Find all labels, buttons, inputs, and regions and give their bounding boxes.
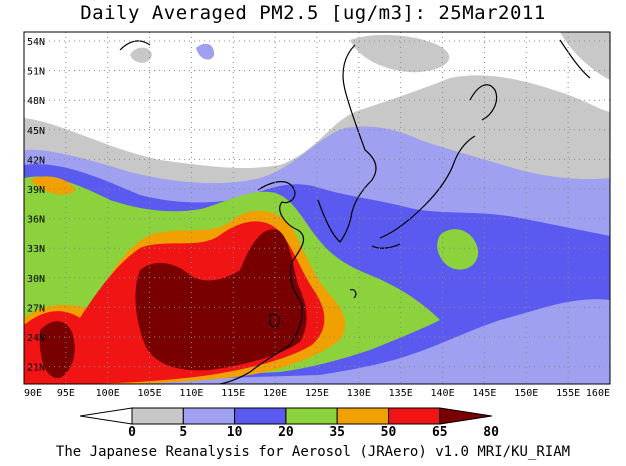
- plot-frame: [23, 31, 611, 385]
- lon-label: 95E: [57, 388, 75, 399]
- lon-label: 130E: [347, 388, 371, 399]
- gridlines: [24, 32, 610, 384]
- lat-label: 54N: [27, 37, 45, 48]
- colorbar-cell: [388, 407, 441, 425]
- lon-label: 105E: [138, 388, 162, 399]
- colorbar: 0 5 10 20 35 50 65 80: [79, 407, 499, 440]
- lat-label: 36N: [27, 215, 45, 226]
- lon-label: 100E: [96, 388, 120, 399]
- lon-label: 110E: [179, 388, 203, 399]
- colorbar-tick-label: 10: [227, 425, 243, 440]
- longitude-labels: 90E 95E 100E 105E 110E 115E 120E 125E 130E 135E 14…: [24, 388, 610, 399]
- colorbar-tick-label: 5: [179, 425, 187, 440]
- lon-label: 150E: [514, 388, 538, 399]
- colorbar-tick-label: 35: [329, 425, 345, 440]
- colorbar-cell: [234, 407, 287, 425]
- lat-label: 27N: [27, 303, 45, 314]
- colorbar-cell: [439, 407, 492, 425]
- lat-label: 33N: [27, 244, 45, 255]
- lon-label: 90E: [24, 388, 42, 399]
- pm25-field: [24, 32, 610, 384]
- colorbar-tick-label: 20: [278, 425, 294, 440]
- colorbar-cell: [79, 407, 133, 425]
- pm25-region-80-plus: [135, 229, 307, 371]
- lon-label: 140E: [431, 388, 455, 399]
- pm25-region-5-10-d: [130, 47, 152, 63]
- lat-label: 30N: [27, 274, 45, 285]
- lat-label: 48N: [27, 96, 45, 107]
- colorbar-cell: [285, 407, 338, 425]
- colorbar-tick-label: 0: [128, 425, 136, 440]
- colorbar-tick-label: 50: [381, 425, 397, 440]
- lat-label: 51N: [27, 67, 45, 78]
- lon-label: 145E: [472, 388, 496, 399]
- lon-label: 155E: [556, 388, 580, 399]
- lat-label: 45N: [27, 126, 45, 137]
- pm25-region-35-50-b: [437, 229, 479, 270]
- pm25-region-5-10-c: [560, 32, 610, 80]
- lat-label: 24N: [27, 333, 45, 344]
- pm25-region-10-20-b: [196, 43, 215, 60]
- map-title: Daily Averaged PM2.5 [ug/m3]: 25Mar2011: [80, 2, 546, 24]
- lat-label: 21N: [27, 363, 45, 374]
- latitude-labels: 54N 51N 48N 45N 42N 39N 36N 33N 30N 27N 24N 21N: [27, 37, 45, 374]
- pm25-region-5-10-b: [350, 34, 450, 73]
- lon-label: 135E: [389, 388, 413, 399]
- lon-label: 160E: [586, 388, 610, 399]
- colorbar-tick-label: 80: [483, 425, 499, 440]
- colorbar-tick-label: 65: [432, 425, 448, 440]
- colorbar-cell: [131, 407, 184, 425]
- lon-label: 120E: [263, 388, 287, 399]
- footer-credit: The Japanese Reanalysis for Aerosol (JRA…: [55, 444, 571, 460]
- lon-label: 125E: [305, 388, 329, 399]
- pm25-region-50-65-b: [30, 176, 75, 195]
- colorbar-cell: [336, 407, 390, 425]
- lat-label: 42N: [27, 155, 45, 166]
- pm25-region-80-plus-b: [39, 321, 75, 379]
- lat-label: 39N: [27, 185, 45, 196]
- lon-label: 115E: [221, 388, 245, 399]
- colorbar-cell: [182, 407, 236, 425]
